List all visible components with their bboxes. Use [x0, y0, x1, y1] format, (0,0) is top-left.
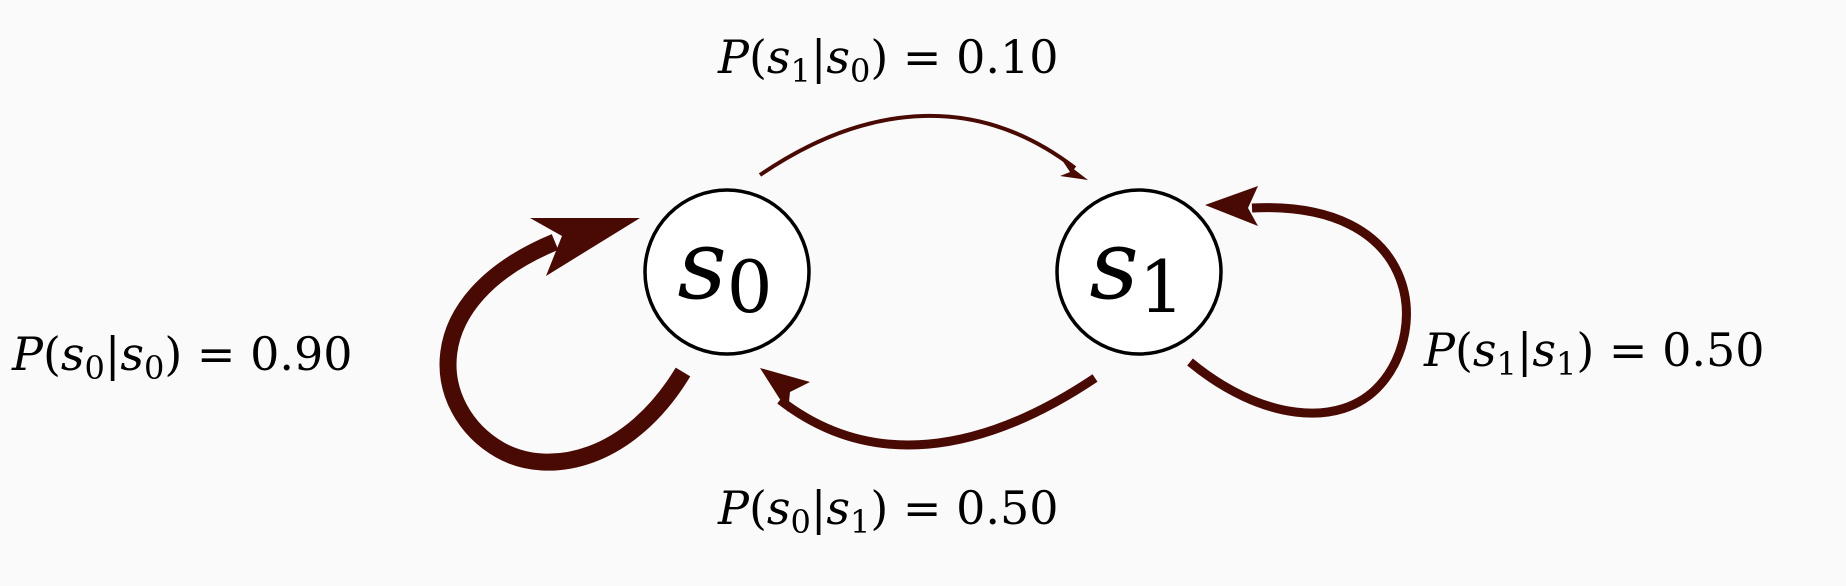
label-value: 0.50	[1662, 323, 1764, 377]
label-value: 0.90	[250, 327, 352, 381]
node-s0-letter: s	[677, 209, 726, 321]
label-s0-to-s0: P(s0|s0) = 0.90	[11, 327, 353, 387]
label-a-sub: 0	[791, 503, 811, 541]
label-b: s	[826, 481, 850, 535]
label-a: s	[767, 481, 791, 535]
label-value: 0.10	[956, 30, 1058, 84]
node-s0-circle	[643, 188, 811, 356]
node-s0[interactable]: s0	[643, 188, 811, 356]
node-s0-label: s0	[677, 209, 772, 329]
label-b-sub: 1	[850, 503, 870, 541]
node-s1-label: s1	[1089, 209, 1184, 329]
node-s0-subscript: 0	[727, 245, 773, 329]
label-var: P	[717, 30, 750, 84]
label-b: s	[826, 30, 850, 84]
label-var: P	[1423, 323, 1456, 377]
label-a: s	[1473, 323, 1497, 377]
label-a-sub: 0	[85, 349, 105, 387]
arrowhead-s1-to-s1	[1205, 186, 1258, 226]
arrowhead-s0-to-s1	[1060, 160, 1088, 180]
label-a-sub: 1	[1497, 345, 1517, 383]
label-var: P	[717, 481, 750, 535]
label-a: s	[61, 327, 85, 381]
edge-s0-to-s1	[758, 114, 1077, 177]
label-s1-to-s0: P(s0|s1) = 0.50	[717, 481, 1059, 541]
label-b-sub: 0	[144, 349, 164, 387]
edge-s1-to-s1	[1187, 203, 1411, 418]
node-s1[interactable]: s1	[1055, 188, 1223, 356]
edges	[439, 114, 1411, 471]
arrowhead-s1-to-s0	[760, 368, 810, 412]
node-s1-letter: s	[1089, 209, 1138, 321]
label-s1-to-s1: P(s1|s1) = 0.50	[1423, 323, 1765, 383]
label-value: 0.50	[956, 481, 1058, 535]
label-a-sub: 1	[791, 52, 811, 90]
node-s1-circle	[1055, 188, 1223, 356]
label-var: P	[11, 327, 44, 381]
label-a: s	[767, 30, 791, 84]
label-b: s	[120, 327, 144, 381]
edge-s0-to-s0	[439, 234, 691, 471]
label-b-sub: 0	[850, 52, 870, 90]
label-b-sub: 1	[1556, 345, 1576, 383]
node-s1-subscript: 1	[1139, 245, 1185, 329]
edge-s1-to-s0	[777, 374, 1098, 450]
arrowhead-s0-to-s0	[530, 218, 640, 276]
label-b: s	[1532, 323, 1556, 377]
label-s0-to-s1: P(s1|s0) = 0.10	[717, 30, 1059, 90]
